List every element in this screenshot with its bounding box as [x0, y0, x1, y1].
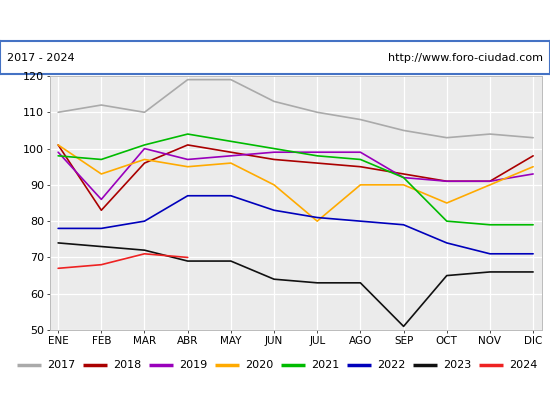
Text: Evolucion del paro registrado en Férez: Evolucion del paro registrado en Férez — [135, 13, 415, 29]
Text: 2024: 2024 — [509, 360, 537, 370]
Text: http://www.foro-ciudad.com: http://www.foro-ciudad.com — [388, 53, 543, 63]
Text: 2023: 2023 — [443, 360, 471, 370]
Text: 2020: 2020 — [245, 360, 273, 370]
Text: 2021: 2021 — [311, 360, 339, 370]
Text: 2022: 2022 — [377, 360, 405, 370]
Text: 2017: 2017 — [47, 360, 75, 370]
Text: 2019: 2019 — [179, 360, 207, 370]
Text: 2017 - 2024: 2017 - 2024 — [7, 53, 74, 63]
Text: 2018: 2018 — [113, 360, 141, 370]
